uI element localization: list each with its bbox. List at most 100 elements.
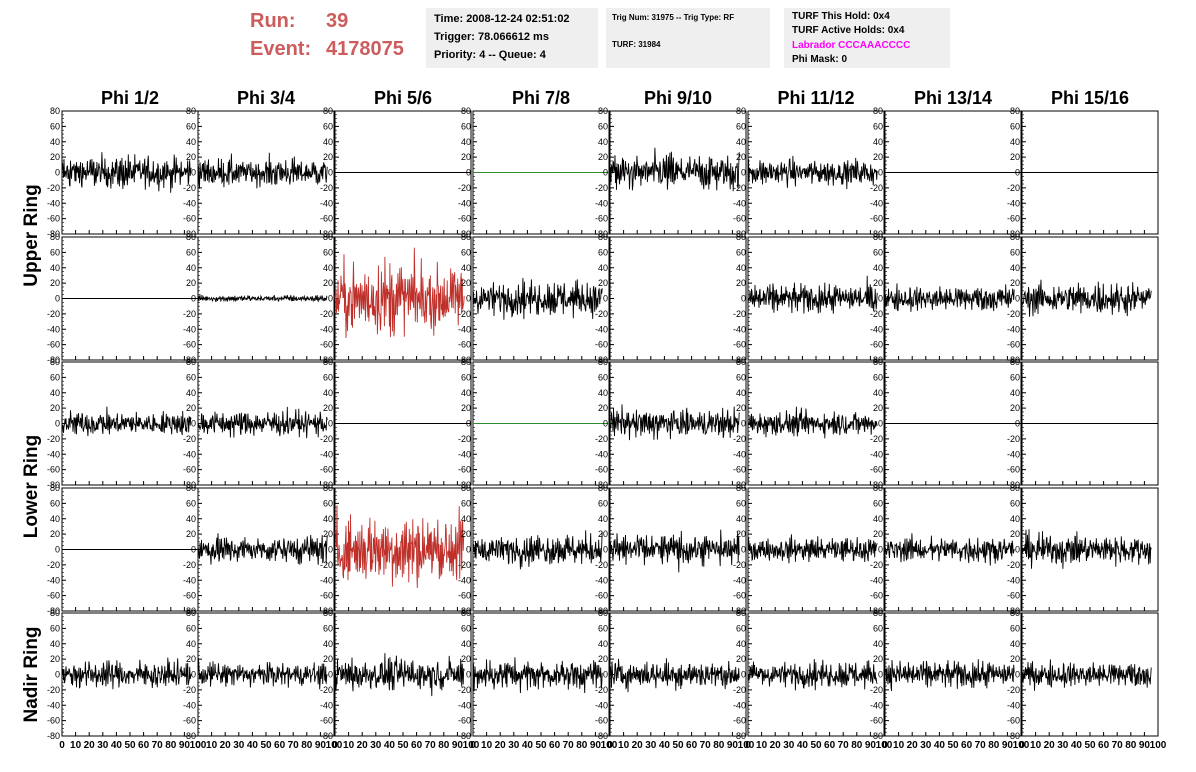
x-tick-label: 10 [893,740,905,751]
y-tick-label: 40 [323,388,333,398]
y-tick-label: -20 [183,309,196,319]
y-tick-label: 40 [873,388,883,398]
y-tick-label: 40 [1010,514,1020,524]
y-tick-label: -40 [1007,449,1020,459]
waveform-trace [747,406,878,439]
y-tick-label: 60 [323,247,333,257]
y-tick-label: 20 [186,403,196,413]
y-tick-label: -60 [458,214,471,224]
x-tick-label: 50 [260,740,272,751]
y-tick-label: 40 [323,639,333,649]
x-tick-label: 60 [274,740,286,751]
y-tick-label: 80 [461,232,471,242]
y-tick-label: 20 [186,152,196,162]
y-tick-label: 60 [598,121,608,131]
y-tick-label: 80 [598,483,608,493]
y-tick-label: 60 [873,247,883,257]
y-tick-label: -40 [183,575,196,585]
y-tick-label: 0 [741,294,746,304]
y-tick-label: 40 [323,514,333,524]
y-tick-label: -80 [183,606,196,616]
y-tick-label: 80 [598,106,608,116]
y-tick-label: -20 [595,560,608,570]
y-tick-label: 20 [736,529,746,539]
y-tick-label: -20 [1007,560,1020,570]
y-tick-label: -20 [1007,434,1020,444]
y-tick-label: 40 [186,639,196,649]
y-tick-label: 40 [186,514,196,524]
y-tick-label: 80 [461,357,471,367]
y-tick-label: 40 [598,514,608,524]
y-tick-label: -20 [320,685,333,695]
y-tick-label: 40 [736,263,746,273]
y-tick-label: 60 [323,498,333,508]
y-tick-label: 0 [55,168,60,178]
y-tick-label: 60 [50,121,60,131]
y-tick-label: -20 [870,434,883,444]
y-tick-label: -40 [183,324,196,334]
y-tick-label: 80 [50,483,60,493]
waveform-trace [609,404,740,441]
x-tick-label: 50 [1084,740,1096,751]
y-tick-label: 20 [873,654,883,664]
y-tick-label: 20 [323,152,333,162]
y-tick-label: 60 [461,247,471,257]
x-tick-label: 90 [1139,740,1151,751]
y-tick-label: -40 [870,198,883,208]
y-tick-label: 0 [328,545,333,555]
y-tick-label: -40 [733,449,746,459]
y-tick-label: -80 [47,731,60,741]
x-tick-label: 20 [357,740,369,751]
y-tick-label: 0 [55,419,60,429]
y-tick-label: 60 [736,372,746,382]
y-tick-label: -80 [595,229,608,239]
y-tick-label: 60 [598,498,608,508]
y-tick-label: -40 [458,575,471,585]
y-tick-label: 60 [598,247,608,257]
y-tick-label: 40 [873,137,883,147]
y-tick-label: -20 [733,183,746,193]
y-tick-label: 60 [50,372,60,382]
waveform-trace [61,657,192,690]
y-tick-label: -20 [595,183,608,193]
y-tick-label: 40 [873,263,883,273]
x-tick-label: 100 [601,740,618,751]
waveform-trace [884,533,1015,566]
y-tick-label: -40 [1007,700,1020,710]
y-tick-label: 80 [1010,357,1020,367]
waveform-trace [884,283,1015,312]
y-tick-label: 40 [1010,388,1020,398]
turf-hold-text: TURF This Hold: 0x4 [792,11,890,22]
y-tick-label: 40 [736,514,746,524]
y-tick-label: 40 [50,514,60,524]
y-tick-label: 60 [323,623,333,633]
y-tick-label: 60 [50,498,60,508]
y-tick-label: 60 [1010,121,1020,131]
waveform-trace [747,275,878,314]
y-tick-label: 20 [873,529,883,539]
y-tick-label: -80 [1007,355,1020,365]
y-tick-label: 80 [50,608,60,618]
waveform-trace [747,659,878,691]
phi-mask-text: Phi Mask: 0 [792,54,848,65]
y-tick-label: 80 [186,106,196,116]
column-header: Phi 1/2 [101,88,159,108]
y-tick-label: 0 [55,670,60,680]
y-tick-label: 0 [878,670,883,680]
y-tick-label: -60 [320,591,333,601]
x-tick-label: 40 [797,740,809,751]
x-tick-label: 20 [770,740,782,751]
waveform-trace [472,277,603,320]
y-tick-label: -20 [47,309,60,319]
x-tick-label: 40 [384,740,396,751]
y-tick-label: 40 [461,514,471,524]
y-tick-label: -80 [183,480,196,490]
y-tick-label: -80 [870,731,883,741]
y-tick-label: 60 [736,121,746,131]
y-tick-label: -80 [1007,731,1020,741]
event-value: 4178075 [326,38,404,60]
y-tick-label: 20 [461,654,471,664]
y-tick-label: -60 [47,214,60,224]
x-tick-label: 100 [326,740,343,751]
